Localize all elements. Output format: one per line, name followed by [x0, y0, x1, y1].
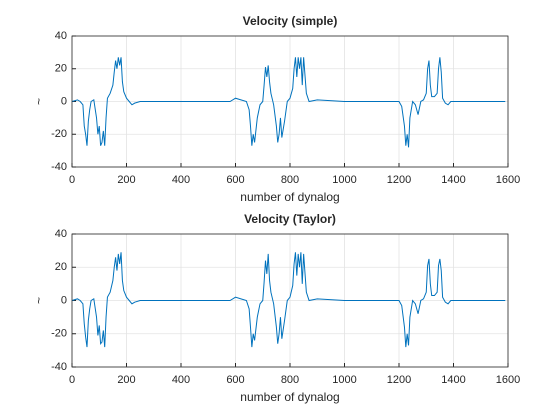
x-tick-label: 1400: [441, 174, 465, 186]
data-line: [71, 57, 506, 148]
y-axis-label: ~: [32, 297, 46, 304]
x-tick-label: 1600: [496, 374, 520, 386]
x-tick-label: 1400: [441, 374, 465, 386]
y-tick-label: 0: [61, 95, 67, 107]
y-tick-label: 20: [55, 63, 67, 75]
y-tick-label: 40: [55, 30, 67, 42]
x-tick-label: 600: [226, 174, 244, 186]
y-tick-label: 20: [55, 261, 67, 273]
y-axis-label: ~: [32, 98, 46, 105]
x-tick-label: 0: [69, 174, 75, 186]
axes-box: [71, 35, 509, 168]
x-tick-label: 400: [172, 374, 190, 386]
x-tick-label: 0: [69, 374, 75, 386]
x-tick-label: 1600: [496, 174, 520, 186]
data-line: [71, 252, 506, 348]
y-tick-label: 0: [61, 294, 67, 306]
x-tick-label: 1000: [332, 374, 356, 386]
x-tick-label: 600: [226, 374, 244, 386]
chart-title: Velocity (Taylor): [244, 212, 336, 226]
y-tick-label: -20: [51, 328, 67, 340]
x-tick-label: 200: [117, 374, 135, 386]
axes-box: [71, 233, 509, 368]
x-tick-label: 1000: [332, 174, 356, 186]
y-tick-label: 40: [55, 228, 67, 240]
x-axis-label: number of dynalog: [240, 390, 339, 404]
x-tick-label: 200: [117, 174, 135, 186]
x-tick-label: 800: [281, 374, 299, 386]
x-tick-label: 1200: [387, 374, 411, 386]
chart-title: Velocity (simple): [243, 14, 338, 28]
x-tick-label: 400: [172, 174, 190, 186]
y-tick-label: -40: [51, 361, 67, 373]
y-tick-label: -40: [51, 161, 67, 173]
x-axis-label: number of dynalog: [240, 190, 339, 204]
y-tick-label: -20: [51, 128, 67, 140]
x-tick-label: 800: [281, 174, 299, 186]
x-tick-label: 1200: [387, 174, 411, 186]
